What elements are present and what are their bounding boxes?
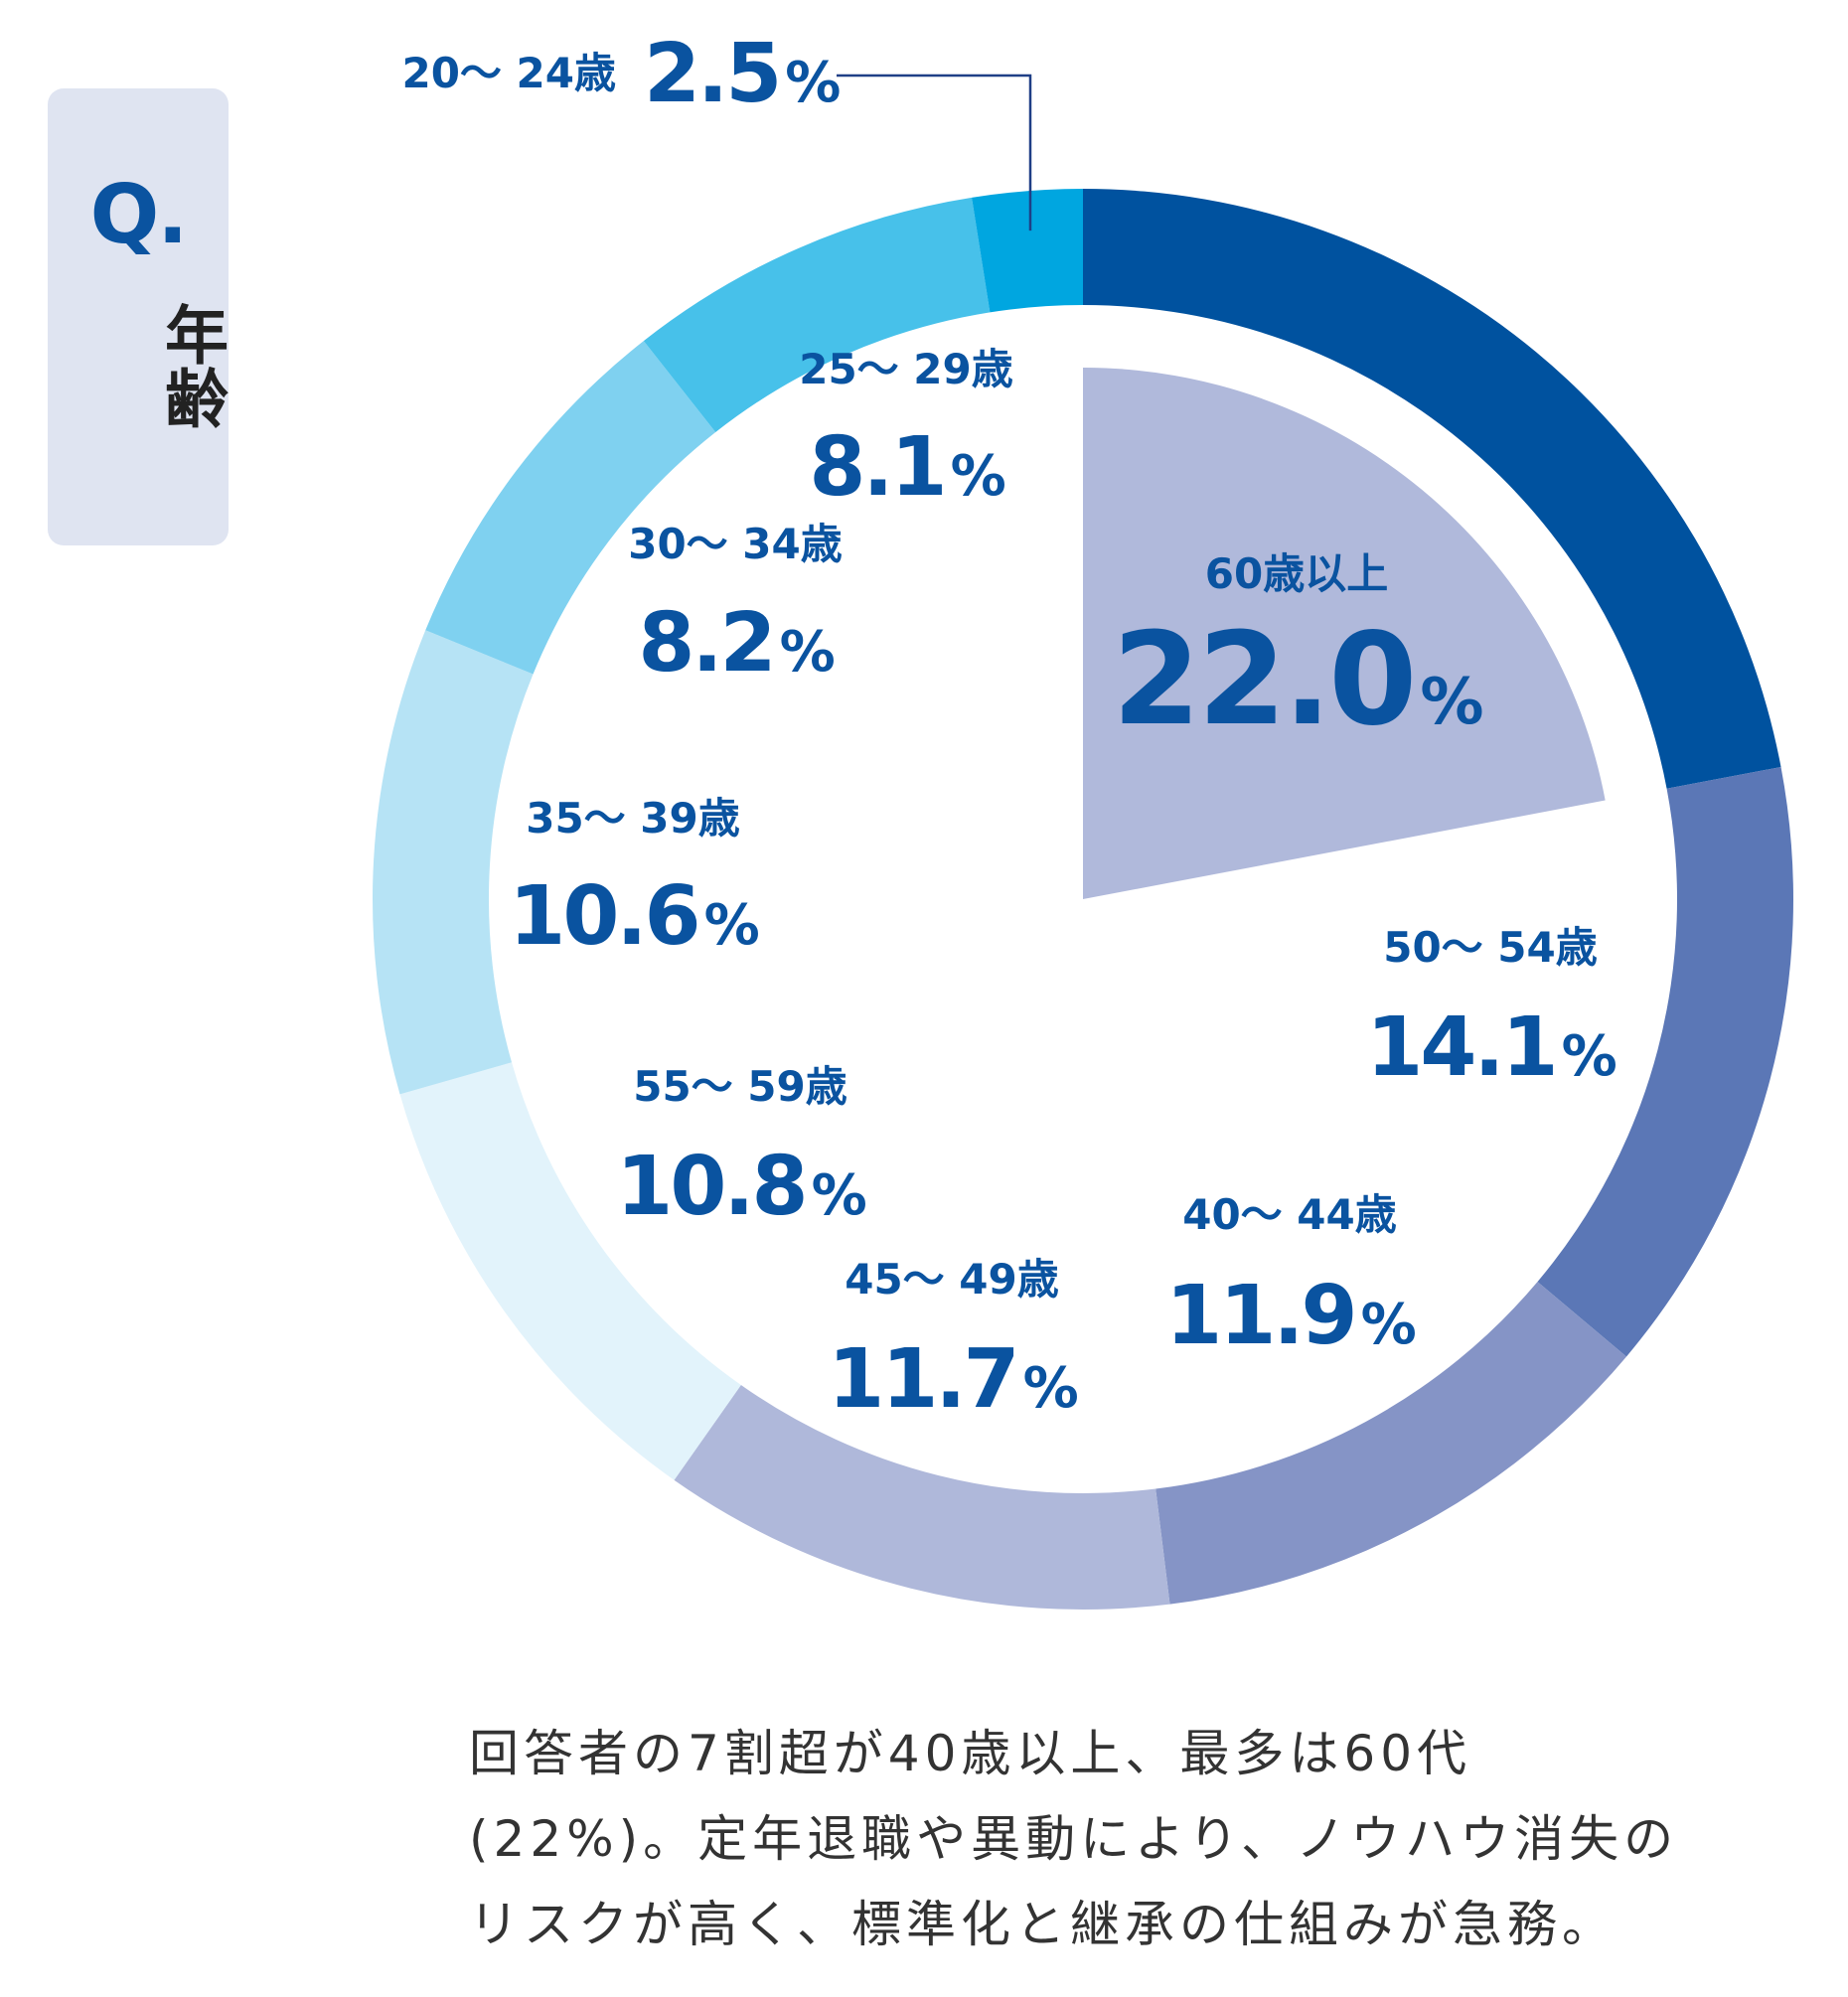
ring-segment: [373, 630, 534, 1095]
slice-category-label: 30～ 34歳: [628, 520, 843, 568]
slice-label: 40～ 44歳 11.9%: [1165, 1190, 1418, 1363]
slice-category-label: 35～ 39歳: [526, 794, 740, 843]
slice-label: 35～ 39歳 10.6%: [509, 794, 761, 964]
slice-category-label: 40～ 44歳: [1182, 1190, 1397, 1239]
slice-value-label: 22.0%: [1113, 606, 1483, 754]
ring-segment: [425, 341, 716, 675]
slice-value-label: 14.1%: [1366, 1000, 1616, 1095]
ring-segment: [972, 189, 1083, 313]
slice-value-label: 8.1%: [809, 420, 1004, 515]
leader-line-path: [837, 74, 1032, 231]
slice-label: 60歳以上 22.0%: [1113, 549, 1486, 754]
ring-segment: [399, 1062, 741, 1480]
slice-label: 25～ 29歳 8.1%: [799, 345, 1013, 515]
summary-caption: 回答者の7割超が40歳以上、最多は60代 (22%)。定年退職や異動により、ノウ…: [469, 1725, 1679, 1953]
slice-category-label: 20～ 24歳: [401, 49, 616, 97]
slice-value-label: 10.8%: [616, 1140, 865, 1234]
ring-segment: [674, 1385, 1170, 1610]
donut-ring: [373, 189, 1794, 1610]
slice-category-label: 45～ 49歳: [845, 1255, 1059, 1304]
question-badge: Q. 年齢: [48, 88, 229, 545]
age-donut-chart: 60歳以上 22.0% 50～ 54歳 14.1 % 40～ 44歳 11.9 % 45～ 49…: [373, 27, 1794, 1610]
slice-value-label: 11.9%: [1165, 1269, 1415, 1363]
slice-label: 50～ 54歳 14.1%: [1366, 923, 1618, 1095]
slice-label: 45～ 49歳 11.7%: [828, 1255, 1080, 1427]
slice-label: 20～ 24歳 2.5%: [401, 27, 843, 121]
slice-label: 30～ 34歳 8.2%: [628, 520, 843, 691]
slice-category-label: 55～ 59歳: [633, 1062, 847, 1111]
slice-labels: 60歳以上 22.0% 50～ 54歳 14.1 % 40～ 44歳 11.9 % 45～ 49…: [401, 27, 1618, 1427]
ring-segment: [1155, 1282, 1626, 1605]
question-title: 年齢: [154, 302, 228, 429]
slice-category-label: 25～ 29歳: [799, 345, 1013, 393]
highlight-wedge: [1083, 368, 1606, 899]
slice-value-label: 2.5%: [644, 27, 840, 121]
ring-segment: [643, 197, 991, 433]
slice-label: 55～ 59歳 10.8%: [616, 1062, 868, 1234]
slice-value-label: 11.7%: [828, 1332, 1077, 1427]
slice-value-label: 10.6%: [509, 869, 758, 964]
slice-category-label: 60歳以上: [1205, 549, 1388, 598]
highlight-slice: [1083, 368, 1606, 899]
question-mark: Q.: [89, 168, 189, 262]
slice-category-label: 50～ 54歳: [1383, 923, 1598, 972]
leader-line: [837, 74, 1032, 231]
ring-segment: [1083, 189, 1781, 789]
slice-value-label: 8.2%: [638, 596, 834, 691]
ring-segment: [1537, 766, 1794, 1357]
